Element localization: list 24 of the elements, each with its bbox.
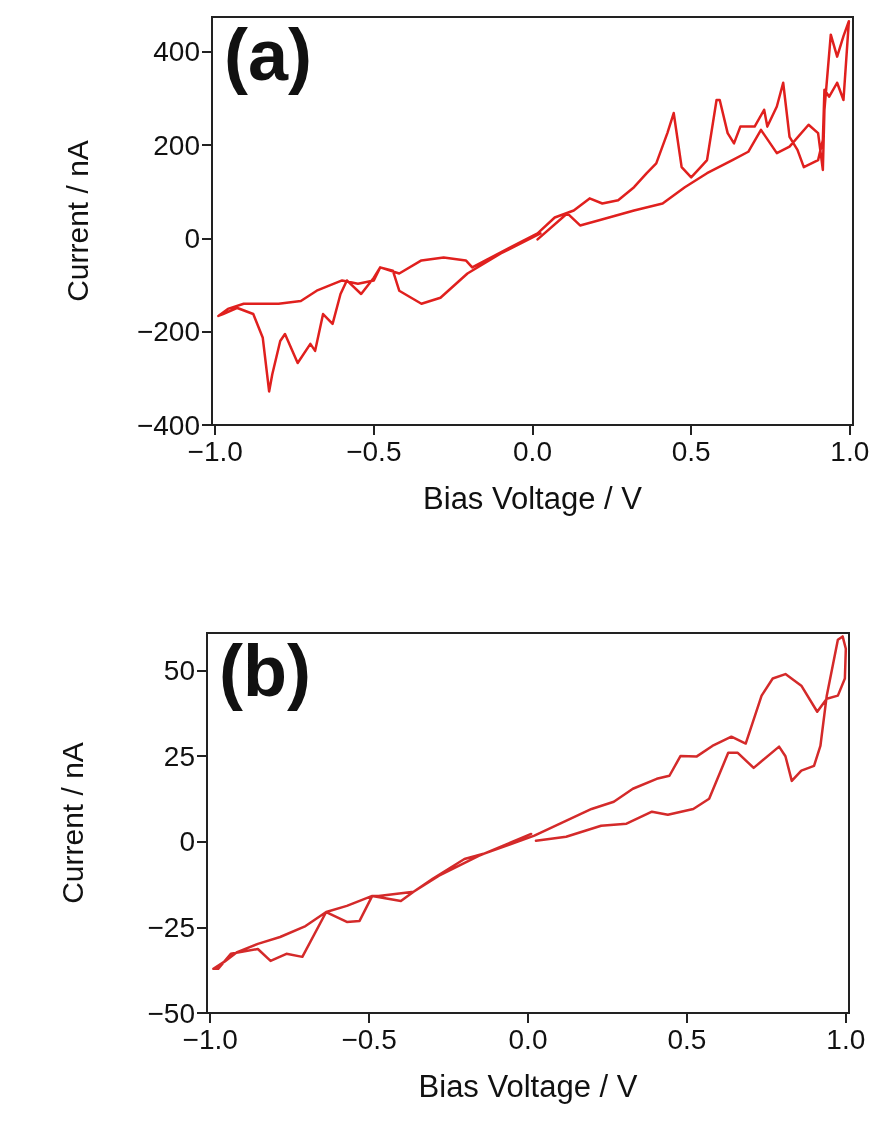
y-tick-label: −25: [147, 911, 195, 943]
x-tick-label: 0.0: [508, 1023, 548, 1055]
y-tick-label: 0: [179, 826, 195, 858]
x-tick-label: 0.0: [513, 435, 552, 467]
y-tick-label: 400: [153, 36, 200, 68]
y-tick-label: 25: [163, 740, 195, 772]
x-tick-label: −0.5: [346, 435, 402, 467]
annotation: (a): [224, 15, 312, 95]
y-axis-title: Current / nA: [60, 140, 94, 302]
y-axis-title: Current / nA: [55, 742, 89, 904]
y-tick-label: −200: [136, 316, 200, 348]
x-tick-label: 1.0: [826, 1023, 866, 1055]
x-tick-label: −0.5: [341, 1023, 397, 1055]
x-tick-label: 0.5: [671, 435, 711, 467]
line-series: [212, 635, 848, 971]
y-tick-label: 200: [153, 129, 200, 161]
line-series: [217, 19, 851, 393]
annotation: (b): [219, 631, 311, 711]
x-tick-label: 1.0: [830, 435, 870, 467]
x-tick-label: 0.5: [667, 1023, 707, 1055]
y-tick-label: 50: [163, 655, 195, 687]
x-axis-title: Bias Voltage / V: [423, 481, 643, 516]
y-tick-label: 0: [184, 222, 200, 254]
x-axis-title: Bias Voltage / V: [418, 1069, 638, 1104]
